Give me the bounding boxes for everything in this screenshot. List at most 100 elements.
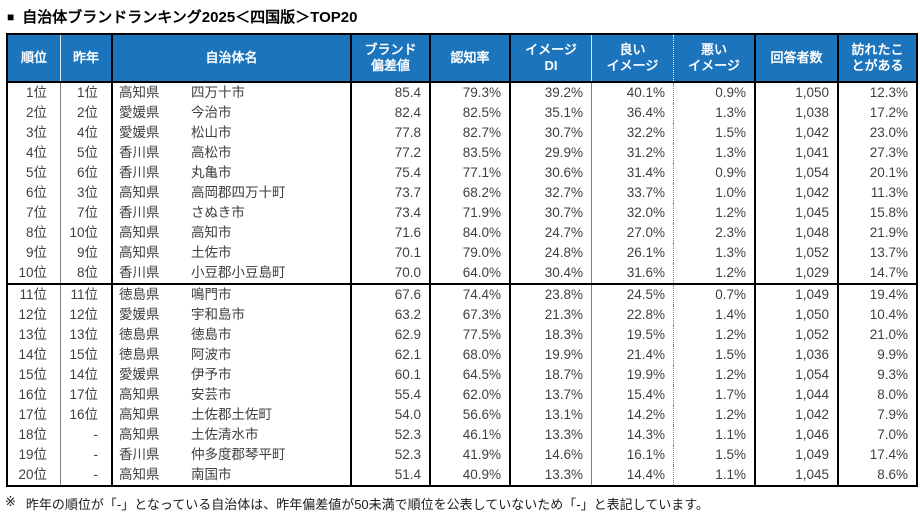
brand-score-cell: 70.1 [352, 243, 431, 263]
table-row: 20位 - 高知県 南国市 51.4 40.9% 13.3% 14.4% 1.1% 1,045 8.… [8, 465, 916, 485]
recognition-cell: 84.0% [431, 223, 511, 243]
column-header-bad-image: 悪い イメージ [674, 35, 756, 81]
prev-rank-cell: 10位 [61, 223, 113, 243]
recognition-cell: 79.0% [431, 243, 511, 263]
prefecture-label: 徳島県 [119, 327, 160, 342]
good-image-cell: 27.0% [592, 223, 674, 243]
brand-score-cell: 71.6 [352, 223, 431, 243]
city-label: さぬき市 [191, 205, 245, 220]
municipality-cell: 愛媛県 伊予市 [113, 365, 352, 385]
good-image-cell: 40.1% [592, 83, 674, 103]
good-image-cell: 32.2% [592, 123, 674, 143]
prev-rank-cell: 2位 [61, 103, 113, 123]
image-di-cell: 23.8% [511, 285, 592, 305]
good-image-cell: 15.4% [592, 385, 674, 405]
bad-image-cell: 0.7% [674, 285, 756, 305]
municipality-cell: 香川県 仲多度郡琴平町 [113, 445, 352, 465]
good-image-cell: 16.1% [592, 445, 674, 465]
brand-score-cell: 52.3 [352, 445, 431, 465]
image-di-cell: 30.7% [511, 123, 592, 143]
prefecture-label: 高知県 [119, 245, 160, 260]
bad-image-cell: 1.2% [674, 405, 756, 425]
city-label: 安芸市 [191, 387, 232, 402]
respondents-cell: 1,050 [756, 83, 839, 103]
good-image-cell: 31.2% [592, 143, 674, 163]
table-header-row: 順位 昨年 自治体名 ブランド 偏差値 認知率 イメージ DI 良い イメージ … [8, 35, 916, 83]
table-row: 9位 9位 高知県 土佐市 70.1 79.0% 24.8% 26.1% 1.3% 1,052 13… [8, 243, 916, 263]
respondents-cell: 1,041 [756, 143, 839, 163]
visited-cell: 8.6% [877, 467, 908, 482]
footnote-text: 昨年の順位が「-」となっている自治体は、昨年偏差値が50未満で順位を公表していな… [25, 497, 709, 512]
prev-rank-cell: 4位 [61, 123, 113, 143]
municipality-cell: 高知県 土佐市 [113, 243, 352, 263]
image-di-cell: 13.3% [511, 465, 592, 485]
municipality-cell: 高知県 安芸市 [113, 385, 352, 405]
recognition-cell: 41.9% [431, 445, 511, 465]
visited-cell: 23.0% [869, 125, 908, 140]
prefecture-label: 高知県 [119, 85, 160, 100]
recognition-cell: 68.0% [431, 345, 511, 365]
municipality-cell: 愛媛県 宇和島市 [113, 305, 352, 325]
respondents-cell: 1,046 [756, 425, 839, 445]
prev-rank-cell: 5位 [61, 143, 113, 163]
image-di-cell: 14.6% [511, 445, 592, 465]
table-row: 2位 2位 愛媛県 今治市 82.4 82.5% 35.1% 36.4% 1.3% 1,038 17… [8, 103, 916, 123]
image-di-cell: 18.3% [511, 325, 592, 345]
city-label: 高松市 [191, 145, 232, 160]
table-body: 1位 1位 高知県 四万十市 85.4 79.3% 39.2% 40.1% 0.9% 1,050 1… [8, 83, 916, 485]
bad-image-cell: 1.5% [674, 445, 756, 465]
recognition-cell: 71.9% [431, 203, 511, 223]
image-di-cell: 13.1% [511, 405, 592, 425]
respondents-cell: 1,036 [756, 345, 839, 365]
brand-score-cell: 62.1 [352, 345, 431, 365]
municipality-cell: 愛媛県 松山市 [113, 123, 352, 143]
respondents-cell: 1,050 [756, 305, 839, 325]
title-bullet-icon: ■ [7, 9, 15, 24]
respondents-cell: 1,029 [756, 263, 839, 283]
rank-cell: 17位 [8, 405, 61, 425]
respondents-cell: 1,049 [756, 285, 839, 305]
table-row: 6位 3位 高知県 高岡郡四万十町 73.7 68.2% 32.7% 33.7% 1.0% 1,0… [8, 183, 916, 203]
prefecture-label: 香川県 [119, 145, 160, 160]
visited-cell: 7.0% [877, 427, 908, 442]
prev-rank-cell: 14位 [61, 365, 113, 385]
good-image-cell: 36.4% [592, 103, 674, 123]
rank-cell: 2位 [8, 103, 61, 123]
bad-image-cell: 1.2% [674, 365, 756, 385]
prefecture-label: 高知県 [119, 407, 160, 422]
bad-image-cell: 1.5% [674, 345, 756, 365]
brand-score-cell: 85.4 [352, 83, 431, 103]
image-di-cell: 29.9% [511, 143, 592, 163]
visited-cell: 12.3% [869, 85, 908, 100]
city-label: 小豆郡小豆島町 [191, 265, 286, 280]
bad-image-cell: 1.2% [674, 263, 756, 283]
footnote: ※ 昨年の順位が「-」となっている自治体は、昨年偏差値が50未満で順位を公表して… [5, 494, 709, 513]
table-row: 12位 12位 愛媛県 宇和島市 63.2 67.3% 21.3% 22.8% 1.4% 1,05… [8, 305, 916, 325]
good-image-cell: 26.1% [592, 243, 674, 263]
visited-cell: 19.4% [869, 287, 908, 302]
brand-score-cell: 67.6 [352, 285, 431, 305]
good-image-cell: 22.8% [592, 305, 674, 325]
column-header-brand-score: ブランド 偏差値 [352, 35, 431, 81]
brand-score-cell: 54.0 [352, 405, 431, 425]
bad-image-cell: 1.2% [674, 203, 756, 223]
prefecture-label: 香川県 [119, 447, 160, 462]
footnote-marker: ※ [5, 494, 16, 509]
table-row: 8位 10位 高知県 高知市 71.6 84.0% 24.7% 27.0% 2.3% 1,048 2… [8, 223, 916, 243]
table-row: 18位 - 高知県 土佐清水市 52.3 46.1% 13.3% 14.3% 1.1% 1,046… [8, 425, 916, 445]
rank-cell: 11位 [8, 285, 61, 305]
recognition-cell: 82.7% [431, 123, 511, 143]
bad-image-cell: 1.5% [674, 123, 756, 143]
brand-score-cell: 75.4 [352, 163, 431, 183]
rank-cell: 16位 [8, 385, 61, 405]
table-row: 11位 11位 徳島県 鳴門市 67.6 74.4% 23.8% 24.5% 0.7% 1,049… [8, 285, 916, 305]
image-di-cell: 30.7% [511, 203, 592, 223]
table-row: 5位 6位 香川県 丸亀市 75.4 77.1% 30.6% 31.4% 0.9% 1,054 20… [8, 163, 916, 183]
respondents-cell: 1,049 [756, 445, 839, 465]
city-label: 土佐郡土佐町 [191, 407, 272, 422]
visited-cell: 20.1% [869, 165, 908, 180]
prefecture-label: 高知県 [119, 467, 160, 482]
good-image-cell: 21.4% [592, 345, 674, 365]
prev-rank-cell: 9位 [61, 243, 113, 263]
